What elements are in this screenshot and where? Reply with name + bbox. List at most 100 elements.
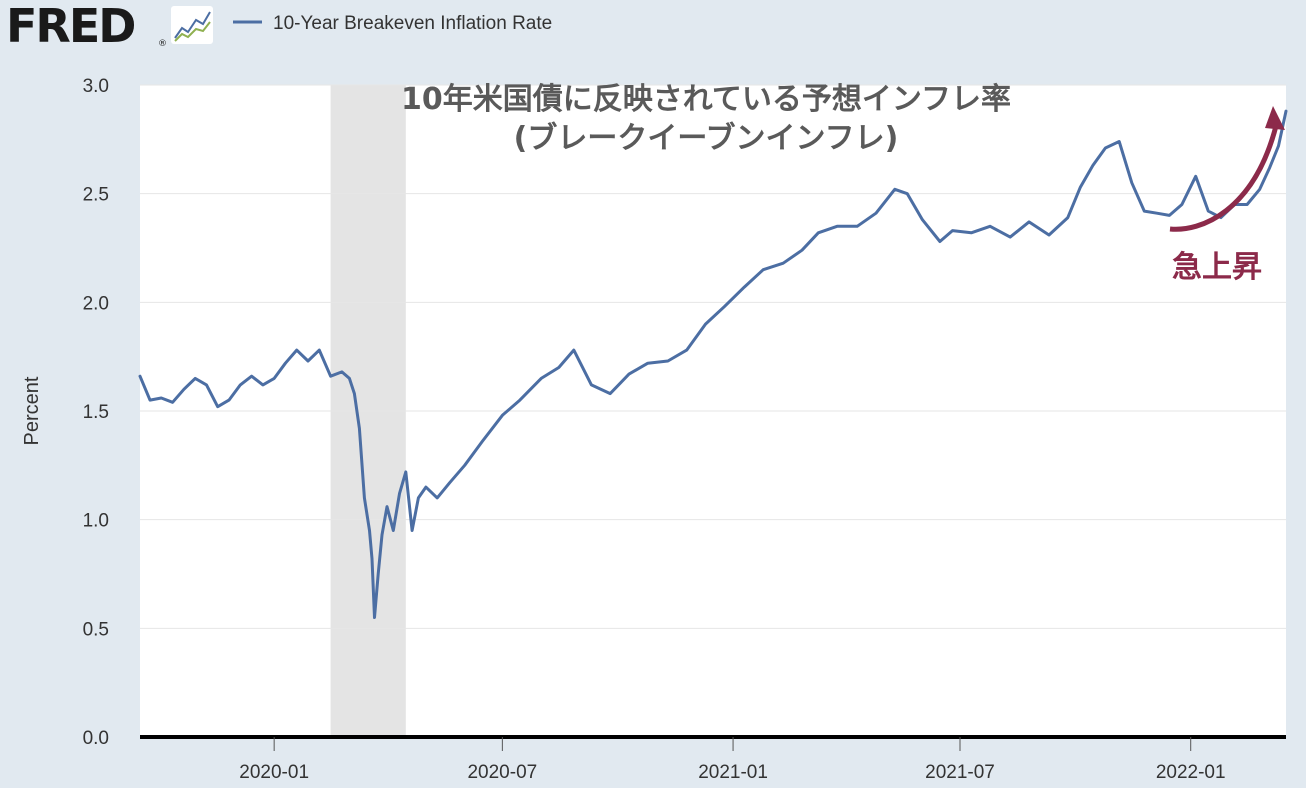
data-point xyxy=(262,384,264,386)
data-point xyxy=(1246,203,1248,206)
data-point xyxy=(921,219,923,221)
data-point xyxy=(573,349,575,351)
data-point xyxy=(951,230,954,232)
data-point xyxy=(381,534,383,536)
y-tick-label: 3.0 xyxy=(83,76,109,97)
data-point xyxy=(481,440,483,443)
data-point xyxy=(1285,110,1287,112)
y-tick-label: 1.5 xyxy=(83,402,109,423)
data-point xyxy=(1118,140,1120,143)
data-point xyxy=(590,384,592,386)
data-point xyxy=(704,323,707,325)
data-point xyxy=(273,377,275,379)
data-point xyxy=(353,393,356,395)
data-point xyxy=(1048,234,1050,236)
y-tick-label: 1.0 xyxy=(83,511,109,532)
data-point xyxy=(386,506,388,508)
data-point xyxy=(501,414,503,416)
chart-trend-icon xyxy=(171,6,213,44)
data-point xyxy=(296,349,298,351)
data-point xyxy=(250,375,253,377)
data-point xyxy=(989,225,991,227)
data-point xyxy=(628,373,630,375)
data-point xyxy=(667,360,669,362)
data-point xyxy=(1181,203,1183,206)
data-point xyxy=(540,377,542,379)
data-point xyxy=(1259,188,1261,190)
chart-subtitle: (ブレークイーブンインフレ) xyxy=(514,121,899,156)
data-point xyxy=(371,558,373,560)
data-point xyxy=(1067,216,1069,219)
data-point xyxy=(1207,210,1209,212)
data-point xyxy=(723,306,725,308)
data-point xyxy=(1195,175,1197,177)
surge-annotation: 急上昇 xyxy=(1169,106,1285,285)
legend-label: 10-Year Breakeven Inflation Rate xyxy=(273,13,552,34)
y-tick-label: 0.0 xyxy=(83,728,109,749)
data-point xyxy=(363,497,366,499)
chart-title: 10年米国債に反映されている予想インフレ率 xyxy=(401,82,1011,117)
data-point xyxy=(398,492,401,495)
y-tick-label: 2.5 xyxy=(83,185,109,206)
data-point xyxy=(368,529,371,532)
axes: 0.0 0.5 1.0 1.5 2.0 2.5 3.0 2020-01 2020-07 2021-… xyxy=(83,76,1286,783)
data-point xyxy=(1156,212,1158,214)
data-point xyxy=(1168,214,1170,216)
data-point xyxy=(558,366,560,369)
data-point xyxy=(425,486,427,488)
data-point xyxy=(171,401,174,403)
fred-logo[interactable]: FRED ® xyxy=(6,0,213,53)
x-tick-label: 2022-01 xyxy=(1156,762,1226,783)
data-point xyxy=(205,384,208,386)
data-point xyxy=(1269,166,1271,169)
data-point xyxy=(464,464,466,466)
data-point xyxy=(348,377,350,379)
x-tick-label: 2020-01 xyxy=(239,762,309,783)
data-point xyxy=(647,362,649,364)
data-point xyxy=(358,427,361,429)
surge-label: 急上昇 xyxy=(1172,250,1262,285)
x-tick-label: 2021-01 xyxy=(698,762,768,783)
gridlines xyxy=(140,84,1286,629)
data-point xyxy=(686,349,688,351)
y-axis-title: Percent xyxy=(21,376,43,445)
data-point xyxy=(817,232,819,234)
data-point xyxy=(392,529,394,532)
data-point xyxy=(329,375,332,377)
data-point xyxy=(875,212,877,214)
data-point xyxy=(1079,186,1081,188)
data-point xyxy=(782,262,784,264)
x-tick-label: 2020-07 xyxy=(467,762,537,783)
data-point xyxy=(411,529,413,532)
data-point xyxy=(377,573,379,575)
data-point xyxy=(436,497,438,499)
data-point xyxy=(1277,145,1280,147)
surge-arrow-icon xyxy=(1169,121,1280,232)
series-layer xyxy=(138,109,1288,619)
data-point xyxy=(970,232,972,234)
data-point xyxy=(1104,147,1107,149)
registered-mark: ® xyxy=(158,39,167,49)
data-point xyxy=(183,388,185,390)
data-point xyxy=(1143,210,1145,212)
data-point xyxy=(1131,182,1133,184)
data-point xyxy=(743,286,745,288)
arrowhead-icon xyxy=(1265,106,1285,130)
data-point xyxy=(449,482,451,484)
data-point xyxy=(307,360,309,362)
data-point xyxy=(405,471,407,473)
x-tick-label: 2021-07 xyxy=(925,762,995,783)
data-point xyxy=(906,193,908,195)
data-point xyxy=(284,362,287,364)
data-point xyxy=(519,399,521,401)
data-point xyxy=(1009,236,1011,238)
data-point xyxy=(417,497,419,499)
data-point xyxy=(1028,221,1030,223)
data-point xyxy=(836,225,838,227)
data-point xyxy=(609,393,611,395)
y-tick-label: 2.0 xyxy=(83,293,109,314)
data-point xyxy=(894,188,896,190)
data-point xyxy=(341,371,343,373)
y-tick-label: 0.5 xyxy=(83,619,109,640)
